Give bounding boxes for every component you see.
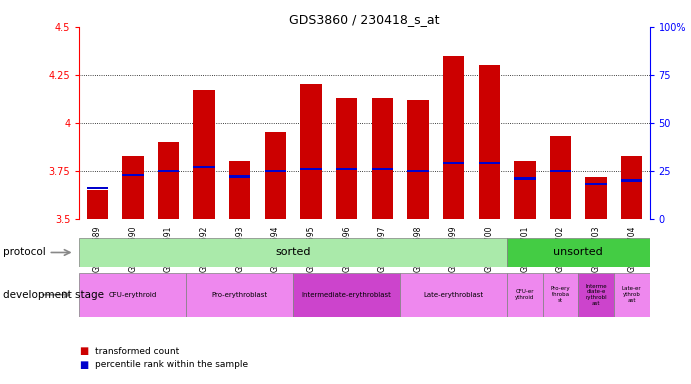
Text: ■: ■ — [79, 360, 88, 370]
Bar — [478, 65, 500, 219]
Text: percentile rank within the sample: percentile rank within the sample — [95, 360, 248, 369]
Text: Interme
diate-e
rythrobl
ast: Interme diate-e rythrobl ast — [585, 283, 607, 306]
Bar — [301, 168, 322, 170]
Text: CFU-er
ythroid: CFU-er ythroid — [515, 289, 535, 300]
Bar — [585, 177, 607, 219]
Bar — [478, 162, 500, 164]
Bar — [265, 132, 286, 219]
Bar — [585, 183, 607, 185]
Bar — [407, 100, 428, 219]
Bar — [79, 238, 507, 267]
Bar — [86, 190, 108, 219]
Bar — [621, 179, 643, 182]
Text: sorted: sorted — [276, 247, 311, 258]
Bar — [229, 161, 250, 219]
Bar — [514, 161, 536, 219]
Text: protocol: protocol — [3, 247, 46, 258]
Bar — [122, 156, 144, 219]
Bar — [507, 273, 542, 317]
Text: Pro-ery
throba
st: Pro-ery throba st — [551, 286, 570, 303]
Bar — [507, 238, 650, 267]
Bar — [443, 56, 464, 219]
Text: CFU-erythroid: CFU-erythroid — [108, 292, 157, 298]
Bar — [550, 136, 571, 219]
Bar — [122, 174, 144, 176]
Bar — [79, 273, 187, 317]
Text: Intermediate-erythroblast: Intermediate-erythroblast — [302, 292, 392, 298]
Text: transformed count: transformed count — [95, 347, 179, 356]
Bar — [293, 273, 400, 317]
Text: Pro-erythroblast: Pro-erythroblast — [211, 292, 268, 298]
Text: unsorted: unsorted — [553, 247, 603, 258]
Bar — [550, 170, 571, 172]
Bar — [301, 84, 322, 219]
Bar — [372, 98, 393, 219]
Bar — [187, 273, 293, 317]
Bar — [158, 142, 179, 219]
Text: Late-erythroblast: Late-erythroblast — [424, 292, 484, 298]
Bar — [578, 273, 614, 317]
Bar — [229, 175, 250, 178]
Bar — [336, 168, 357, 170]
Bar — [193, 90, 215, 219]
Text: ■: ■ — [79, 346, 88, 356]
Bar — [265, 170, 286, 172]
Bar — [336, 98, 357, 219]
Text: Late-er
ythrob
ast: Late-er ythrob ast — [622, 286, 641, 303]
Bar — [514, 177, 536, 180]
Bar — [400, 273, 507, 317]
Bar — [443, 162, 464, 164]
Bar — [614, 273, 650, 317]
Bar — [372, 168, 393, 170]
Bar — [407, 170, 428, 172]
Title: GDS3860 / 230418_s_at: GDS3860 / 230418_s_at — [290, 13, 439, 26]
Bar — [158, 170, 179, 172]
Bar — [621, 156, 643, 219]
Bar — [542, 273, 578, 317]
Bar — [193, 166, 215, 168]
Text: development stage: development stage — [3, 290, 104, 300]
Bar — [86, 187, 108, 189]
